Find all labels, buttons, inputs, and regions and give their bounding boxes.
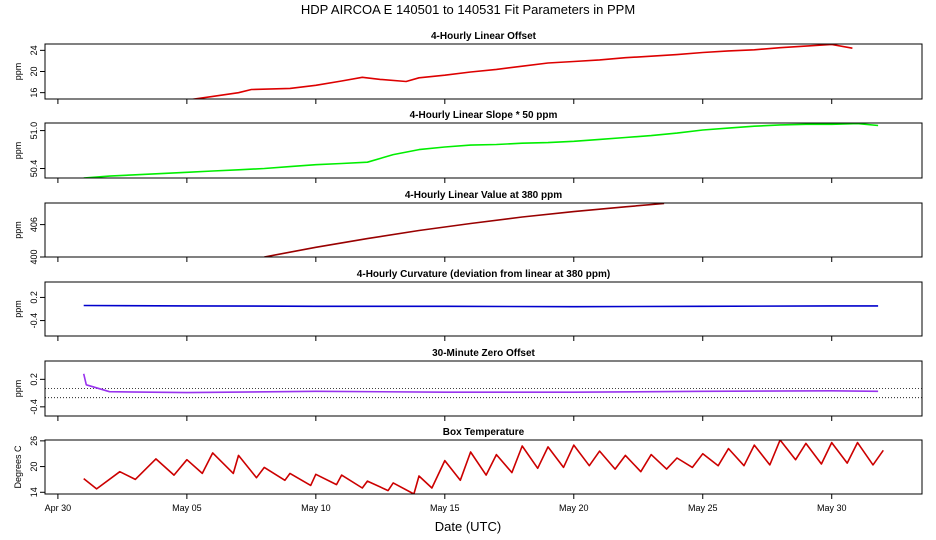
y-tick-label: 406 bbox=[29, 217, 39, 232]
panels: 4-Hourly Linear Offsetppm1620244-Hourly … bbox=[13, 31, 923, 513]
series-temperature-line bbox=[83, 440, 884, 494]
panel-frame bbox=[44, 360, 923, 417]
series-slope-line bbox=[83, 123, 879, 178]
x-tick-label: May 20 bbox=[559, 503, 589, 513]
y-tick-label: 20 bbox=[29, 462, 39, 472]
x-tick-label: May 25 bbox=[688, 503, 718, 513]
y-tick-label: 24 bbox=[29, 45, 39, 55]
y-axis-label: Degrees C bbox=[13, 445, 23, 489]
y-tick-label: -0.4 bbox=[29, 313, 39, 329]
y-tick-label: -0.4 bbox=[29, 399, 39, 415]
panel-3: 4-Hourly Linear Value at 380 ppm ppm 400 40… bbox=[13, 190, 923, 265]
panel-frame bbox=[44, 281, 923, 337]
panel-2: 4-Hourly Linear Slope * 50 ppm ppm 50.4 51.… bbox=[13, 110, 923, 183]
x-axis-label: Date (UTC) bbox=[435, 519, 501, 534]
x-tick-label: May 30 bbox=[817, 503, 847, 513]
y-tick-label: 16 bbox=[29, 88, 39, 98]
y-tick-label: 51.0 bbox=[29, 122, 39, 140]
panel-5: 30-Minute Zero Offset ppm -0.4 0.2 bbox=[13, 348, 923, 421]
y-tick-label: 0.2 bbox=[29, 373, 39, 386]
y-tick-label: 20 bbox=[29, 66, 39, 76]
panel-frame bbox=[44, 202, 923, 258]
y-tick-label: 14 bbox=[29, 487, 39, 497]
x-tick-label: Apr 30 bbox=[45, 503, 72, 513]
figure-title: HDP AIRCOA E 140501 to 140531 Fit Parame… bbox=[301, 2, 635, 17]
panel-6: Box Temperature Degrees C 14 20 26 bbox=[13, 427, 923, 499]
panel-title: 30-Minute Zero Offset bbox=[432, 348, 535, 359]
y-axis-label: ppm bbox=[13, 300, 23, 318]
panel-1: 4-Hourly Linear Offset ppm 16 20 24 bbox=[13, 31, 923, 104]
y-axis-label: ppm bbox=[13, 63, 23, 81]
series-curvature-line bbox=[83, 304, 879, 308]
series-zero-line bbox=[82, 373, 879, 394]
x-tick-label: May 05 bbox=[172, 503, 202, 513]
series-value-line bbox=[264, 203, 665, 257]
x-tick-label: May 15 bbox=[430, 503, 460, 513]
y-axis-label: ppm bbox=[13, 142, 23, 160]
panel-title: 4-Hourly Linear Offset bbox=[431, 31, 537, 42]
panel-frame bbox=[44, 43, 923, 100]
panel-frame bbox=[44, 122, 923, 179]
y-tick-label: 400 bbox=[29, 249, 39, 264]
panel-frame bbox=[44, 439, 923, 495]
series-offset-line bbox=[188, 44, 853, 99]
panel-title: 4-Hourly Linear Value at 380 ppm bbox=[405, 190, 562, 201]
panel-4: 4-Hourly Curvature (deviation from linea… bbox=[13, 269, 923, 341]
y-axis-label: ppm bbox=[13, 380, 23, 398]
panel-title: Box Temperature bbox=[443, 427, 525, 438]
y-tick-label: 50.4 bbox=[29, 160, 39, 178]
panel-title: 4-Hourly Curvature (deviation from linea… bbox=[357, 269, 610, 280]
y-tick-label: 0.2 bbox=[29, 291, 39, 304]
panel-title: 4-Hourly Linear Slope * 50 ppm bbox=[410, 110, 558, 121]
y-axis-label: ppm bbox=[13, 221, 23, 239]
y-tick-label: 26 bbox=[29, 436, 39, 446]
x-tick-label: May 10 bbox=[301, 503, 331, 513]
